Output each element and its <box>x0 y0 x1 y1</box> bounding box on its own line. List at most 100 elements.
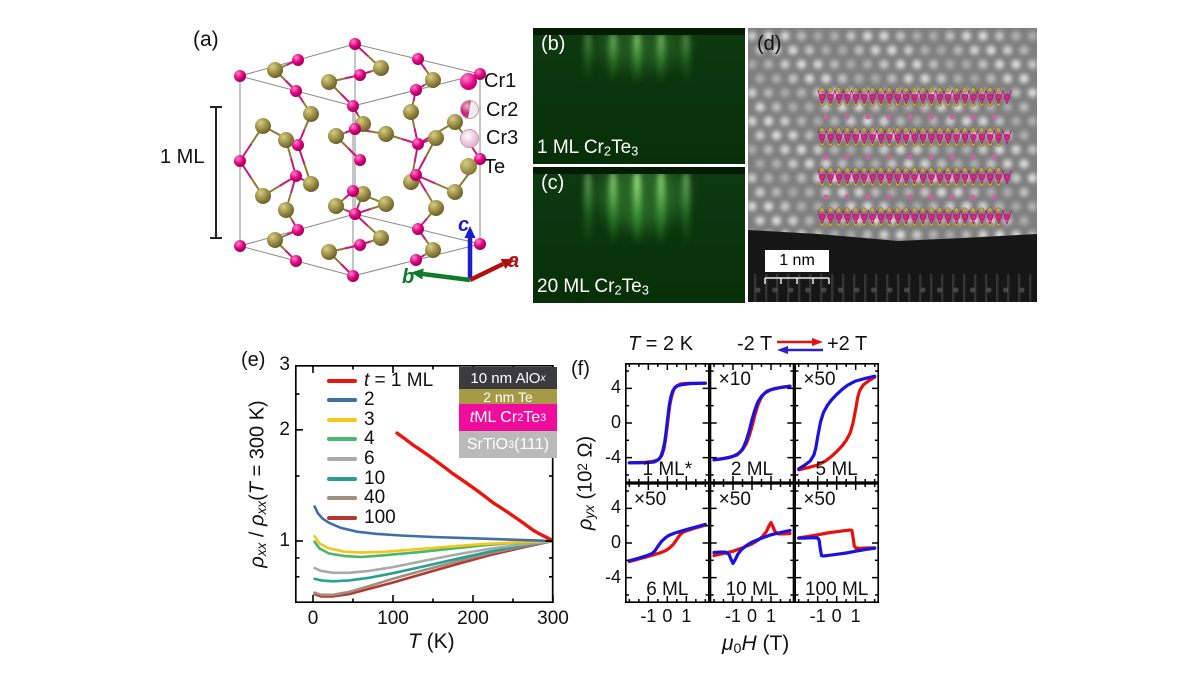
cr-atom <box>349 38 361 50</box>
legend-label: 40 <box>364 487 386 509</box>
cr-atom <box>354 239 366 251</box>
cr-atom <box>234 155 246 167</box>
f-panel-label: 100 ML <box>804 579 869 600</box>
rheed-streak <box>632 172 641 248</box>
panel-e-tag: (e) <box>241 349 266 371</box>
e-x-tick-label: 100 <box>377 608 409 629</box>
stack-layer: t ML Cr 2 Te 3 <box>459 404 557 431</box>
te-atom <box>425 242 441 258</box>
f-y-tick-label: -4 <box>604 566 621 587</box>
rheed-streak <box>681 33 690 85</box>
series-path <box>313 539 554 583</box>
cr-atom <box>290 85 302 97</box>
te-atom <box>428 200 444 216</box>
f-panel-label: 2 ML <box>730 459 774 480</box>
series-path <box>313 539 554 575</box>
legend-label: 3 <box>364 408 375 430</box>
te-atom <box>303 176 319 192</box>
series-path <box>797 536 877 558</box>
f-y-tick-label: -4 <box>604 446 621 467</box>
e-y-tick-label: 2 <box>279 418 290 440</box>
te-atom <box>378 126 394 142</box>
te-atom <box>328 198 344 214</box>
series-path <box>313 539 554 598</box>
thickness-legend-item: 10 <box>327 467 386 489</box>
cr-atom <box>347 270 359 282</box>
rheed-streak <box>608 172 617 248</box>
cr2-atom-swatch <box>460 100 479 119</box>
cr-atom <box>410 169 422 181</box>
e-y-tick-label: 1 <box>279 530 290 551</box>
cr1-atom-swatch <box>460 72 477 90</box>
axis-c-label: c <box>458 214 470 236</box>
f-sweep-pos-label: +2 T <box>827 333 868 355</box>
cr-atom <box>354 69 366 81</box>
legend-swatch <box>327 515 357 520</box>
atom-legend-label: Cr2 <box>486 98 519 121</box>
series-path <box>797 374 877 471</box>
panel-d-tag: (d) <box>757 33 782 55</box>
atom-legend-label: Te <box>484 155 506 178</box>
cr-atom <box>474 238 486 250</box>
cr-atom <box>292 139 304 151</box>
te-atom <box>373 60 389 76</box>
f-y-tick-label: 4 <box>610 377 621 398</box>
rheed-image-1ml <box>533 28 745 164</box>
cr-atom <box>410 84 422 96</box>
axis-a-label: a <box>508 250 520 272</box>
rheed-streak <box>584 33 593 85</box>
e-x-tick-label: 0 <box>307 608 319 629</box>
legend-label: 2 <box>364 389 375 411</box>
cr-atom <box>354 154 366 166</box>
rheed-image-20ml <box>533 167 745 303</box>
te-atom <box>378 196 394 212</box>
f-panel-label: 10 ML <box>725 579 779 600</box>
f-panel-label: 5 ML <box>815 459 858 480</box>
rheed-streak <box>584 172 593 248</box>
cr3-atom-swatch <box>460 128 479 148</box>
axis-b-label: b <box>402 266 415 288</box>
te-atom-swatch <box>460 158 477 175</box>
f-panel-multiplier: ×50 <box>718 489 751 510</box>
te-atom <box>328 128 344 144</box>
rheed-streak <box>608 33 617 85</box>
legend-swatch <box>327 417 357 422</box>
thickness-legend-item: 100 <box>327 506 396 528</box>
cr-atom <box>292 54 304 66</box>
legend-swatch <box>327 378 357 383</box>
f-y-tick-label: 0 <box>610 532 621 552</box>
f-x-tick-label: -1 <box>724 606 741 626</box>
one-ml-scale-label: 1 ML <box>160 146 205 168</box>
thickness-legend-item: 3 <box>327 408 375 430</box>
rheed-20ml-label: 20 ML Cr2Te3 <box>537 276 649 298</box>
cr-atom <box>349 208 361 220</box>
legend-label: 10 <box>364 467 386 489</box>
e-x-tick-label: 300 <box>537 608 569 629</box>
f-panel-multiplier: ×10 <box>718 369 751 390</box>
rheed-1ml-label: 1 ML Cr2Te3 <box>537 137 639 159</box>
legend-label: 100 <box>364 506 396 528</box>
cr-atom <box>412 53 424 65</box>
f-x-tick-label: 1 <box>765 606 776 626</box>
f-sweep-neg-label: -2 T <box>737 333 773 355</box>
legend-label: 4 <box>364 428 375 450</box>
te-atom <box>255 118 271 134</box>
thickness-legend-item: 40 <box>327 487 386 509</box>
te-atom <box>255 188 271 204</box>
atom-legend-label: Cr3 <box>486 127 519 149</box>
te-atom <box>267 232 283 248</box>
legend-label: 6 <box>364 447 375 469</box>
f-y-tick-label: 0 <box>610 412 621 432</box>
panel-c-tag: (c) <box>541 172 565 194</box>
f-x-tick-label: -1 <box>640 606 657 626</box>
rheed-streak <box>657 33 666 85</box>
scalebar-box: 1 nm <box>765 250 829 272</box>
f-x-tick-label: 1 <box>681 606 692 626</box>
atom-legend-label: Cr1 <box>484 70 517 92</box>
cr-atom <box>410 254 422 266</box>
f-x-tick-label: -1 <box>809 606 826 626</box>
atom-legend-item: Cr1 <box>460 70 517 92</box>
cr-atom <box>347 185 359 197</box>
series-path <box>313 535 554 554</box>
